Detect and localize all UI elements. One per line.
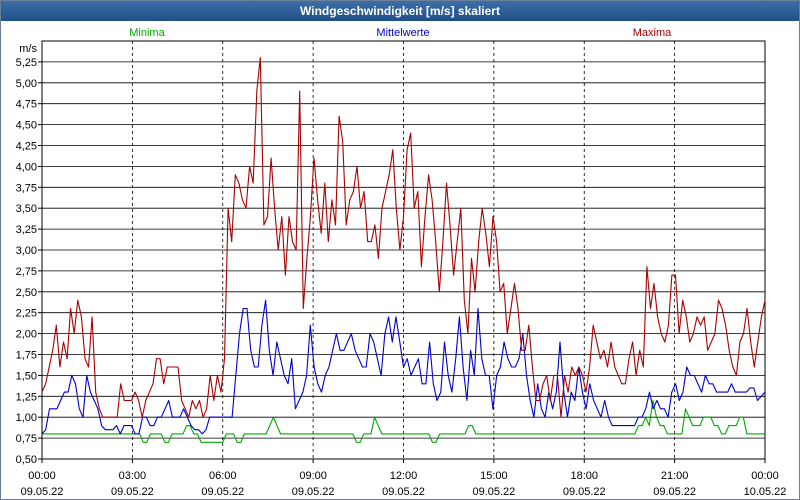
y-tick-label: 0,50 xyxy=(16,454,37,466)
y-axis: 0,50 0,75 1,00 1,25 1,50 1,75 2,00 2,25 2,50 2,75… xyxy=(16,57,42,466)
x-tick-label-date: 09.05.22 xyxy=(382,486,425,498)
x-tick-label-time: 09:00 xyxy=(299,470,327,482)
x-tick-label-date: 09.05.22 xyxy=(21,486,64,498)
y-tick-label: 4,75 xyxy=(16,99,37,111)
y-tick-label: 2,00 xyxy=(16,329,37,341)
x-tick-label-time: 15:00 xyxy=(480,470,508,482)
series-line-mittelwerte xyxy=(41,299,766,435)
y-tick-label: 3,25 xyxy=(16,224,37,236)
y-tick-label: 4,50 xyxy=(16,120,37,132)
y-tick-label: 2,75 xyxy=(16,266,37,278)
grid-lines xyxy=(42,41,765,459)
x-tick-label-time: 03:00 xyxy=(119,470,147,482)
x-tick-label-date: 09.05.22 xyxy=(563,486,606,498)
x-tick-label-time: 06:00 xyxy=(209,470,237,482)
x-tick-label-time: 12:00 xyxy=(390,470,418,482)
x-tick-label-date: 09.05.22 xyxy=(292,486,335,498)
y-tick-label: 3,50 xyxy=(16,203,37,215)
y-tick-label: 5,25 xyxy=(16,57,37,69)
y-tick-label: 1,50 xyxy=(16,370,37,382)
y-tick-label: 1,75 xyxy=(16,350,37,362)
x-tick-label-time: 00:00 xyxy=(28,470,56,482)
x-tick-label-date: 09.05.22 xyxy=(472,486,515,498)
y-tick-label: 2,25 xyxy=(16,308,37,320)
x-tick-label-date: 10.05.22 xyxy=(744,486,787,498)
x-tick-label-date: 09.05.22 xyxy=(111,486,154,498)
x-axis: 00:00 09.05.22 03:00 09.05.22 06:00 09.05.22 0… xyxy=(21,459,787,498)
x-tick-label-date: 09.05.22 xyxy=(653,486,696,498)
legend-entry-mittelwerte: Mittelwerte xyxy=(376,27,429,39)
y-tick-label: 1,00 xyxy=(16,412,37,424)
series-lines xyxy=(41,57,766,443)
y-tick-label: 2,50 xyxy=(16,287,37,299)
y-tick-label: 3,75 xyxy=(16,182,37,194)
y-tick-label: 4,00 xyxy=(16,161,37,173)
y-tick-label: 3,00 xyxy=(16,245,37,257)
chart-title: Windgeschwindigkeit [m/s] skaliert xyxy=(1,1,799,21)
y-tick-label: 4,25 xyxy=(16,141,37,153)
x-tick-label-date: 09.05.22 xyxy=(201,486,244,498)
legend: Minima Mittelwerte Maxima xyxy=(129,27,672,39)
series-line-minima xyxy=(42,399,765,443)
legend-entry-minima: Minima xyxy=(129,27,165,39)
series-line-maxima xyxy=(41,57,766,418)
legend-entry-maxima: Maxima xyxy=(633,27,672,39)
x-tick-label-time: 00:00 xyxy=(751,470,779,482)
x-tick-label-time: 18:00 xyxy=(570,470,598,482)
y-tick-label: 5,00 xyxy=(16,78,37,90)
y-axis-label: m/s xyxy=(19,43,37,55)
y-tick-label: 0,75 xyxy=(16,433,37,445)
y-tick-label: 1,25 xyxy=(16,391,37,403)
x-tick-label-time: 21:00 xyxy=(661,470,689,482)
